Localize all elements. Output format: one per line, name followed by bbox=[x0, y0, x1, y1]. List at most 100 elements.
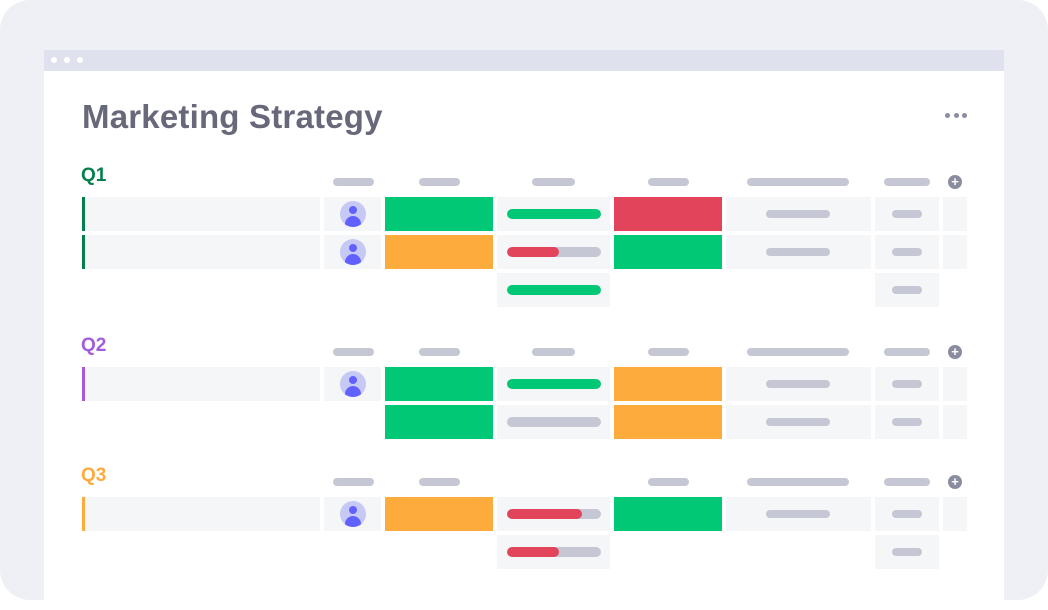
column-header[interactable] bbox=[884, 478, 930, 486]
status-cell[interactable] bbox=[614, 405, 722, 439]
group-title[interactable]: Q2 bbox=[81, 335, 107, 356]
window-dot-icon bbox=[77, 57, 83, 63]
add-column-icon[interactable]: + bbox=[948, 345, 962, 359]
progress-bar bbox=[507, 379, 601, 389]
column-header[interactable] bbox=[532, 348, 575, 356]
status-cell[interactable] bbox=[385, 405, 493, 439]
status-cell[interactable] bbox=[385, 235, 493, 269]
status-cell[interactable] bbox=[614, 235, 722, 269]
number-cell[interactable] bbox=[875, 535, 939, 569]
number-cell[interactable] bbox=[875, 367, 939, 401]
avatar[interactable] bbox=[340, 371, 366, 397]
number-cell[interactable] bbox=[875, 235, 939, 269]
column-header[interactable] bbox=[648, 348, 689, 356]
column-header[interactable] bbox=[747, 478, 849, 486]
progress-cell bbox=[497, 497, 610, 531]
progress-cell bbox=[497, 405, 610, 439]
date-cell[interactable] bbox=[726, 367, 871, 401]
group-title[interactable]: Q1 bbox=[81, 165, 107, 186]
avatar-body bbox=[345, 516, 361, 527]
extra-cell[interactable] bbox=[943, 405, 967, 439]
date-cell[interactable] bbox=[726, 197, 871, 231]
item-name-cell[interactable] bbox=[82, 497, 320, 531]
item-name-cell[interactable] bbox=[82, 367, 320, 401]
extra-cell[interactable] bbox=[943, 235, 967, 269]
column-header[interactable] bbox=[648, 478, 689, 486]
group-color-bar bbox=[82, 197, 85, 231]
avatar-head bbox=[349, 206, 357, 214]
progress-fill bbox=[507, 247, 559, 257]
avatar-body bbox=[345, 386, 361, 397]
status-cell[interactable] bbox=[385, 497, 493, 531]
progress-bar bbox=[507, 209, 601, 219]
date-cell[interactable] bbox=[726, 405, 871, 439]
progress-bar bbox=[507, 247, 601, 257]
column-header[interactable] bbox=[747, 348, 849, 356]
avatar[interactable] bbox=[340, 239, 366, 265]
column-header[interactable] bbox=[333, 178, 374, 186]
window-dot-icon bbox=[51, 57, 57, 63]
number-placeholder bbox=[892, 510, 922, 518]
window-title-bar bbox=[44, 50, 1004, 71]
progress-fill bbox=[507, 547, 559, 557]
progress-bar bbox=[507, 547, 601, 557]
group-color-bar bbox=[82, 367, 85, 401]
column-header[interactable] bbox=[747, 178, 849, 186]
date-placeholder bbox=[766, 510, 830, 518]
avatar-body bbox=[345, 216, 361, 227]
number-cell[interactable] bbox=[875, 197, 939, 231]
board-title: Marketing Strategy bbox=[82, 98, 383, 135]
column-header[interactable] bbox=[419, 348, 460, 356]
group-title[interactable]: Q3 bbox=[81, 465, 107, 486]
extra-cell[interactable] bbox=[943, 367, 967, 401]
status-cell[interactable] bbox=[614, 197, 722, 231]
add-column-icon[interactable]: + bbox=[948, 475, 962, 489]
column-header[interactable] bbox=[419, 478, 460, 486]
date-cell[interactable] bbox=[726, 235, 871, 269]
progress-cell bbox=[497, 197, 610, 231]
avatar[interactable] bbox=[340, 501, 366, 527]
column-header[interactable] bbox=[884, 348, 930, 356]
date-placeholder bbox=[766, 380, 830, 388]
number-cell[interactable] bbox=[875, 405, 939, 439]
status-cell[interactable] bbox=[614, 497, 722, 531]
more-options-icon[interactable] bbox=[945, 112, 967, 118]
date-cell[interactable] bbox=[726, 497, 871, 531]
progress-fill bbox=[507, 285, 601, 295]
add-column-icon[interactable]: + bbox=[948, 175, 962, 189]
column-header[interactable] bbox=[532, 178, 575, 186]
avatar-head bbox=[349, 244, 357, 252]
browser-window: Marketing Strategy Q1 + Q2 + Q3 + bbox=[44, 50, 1004, 610]
progress-cell bbox=[497, 535, 610, 569]
avatar-body bbox=[345, 254, 361, 265]
number-placeholder bbox=[892, 210, 922, 218]
progress-fill bbox=[507, 509, 583, 519]
progress-cell bbox=[497, 235, 610, 269]
progress-bar bbox=[507, 285, 601, 295]
number-placeholder bbox=[892, 380, 922, 388]
column-header[interactable] bbox=[648, 178, 689, 186]
column-header[interactable] bbox=[333, 348, 374, 356]
number-placeholder bbox=[892, 548, 922, 556]
status-cell[interactable] bbox=[385, 197, 493, 231]
group-color-bar bbox=[82, 235, 85, 269]
number-cell[interactable] bbox=[875, 273, 939, 307]
column-header[interactable] bbox=[419, 178, 460, 186]
progress-bar bbox=[507, 417, 601, 427]
extra-cell[interactable] bbox=[943, 197, 967, 231]
progress-bar bbox=[507, 509, 601, 519]
item-name-cell[interactable] bbox=[82, 235, 320, 269]
window-dot-icon bbox=[64, 57, 70, 63]
date-placeholder bbox=[766, 210, 830, 218]
progress-fill bbox=[507, 379, 601, 389]
avatar[interactable] bbox=[340, 201, 366, 227]
extra-cell[interactable] bbox=[943, 497, 967, 531]
item-name-cell[interactable] bbox=[82, 197, 320, 231]
status-cell[interactable] bbox=[614, 367, 722, 401]
column-header[interactable] bbox=[333, 478, 374, 486]
progress-cell bbox=[497, 273, 610, 307]
column-header[interactable] bbox=[884, 178, 930, 186]
status-cell[interactable] bbox=[385, 367, 493, 401]
avatar-head bbox=[349, 376, 357, 384]
number-cell[interactable] bbox=[875, 497, 939, 531]
